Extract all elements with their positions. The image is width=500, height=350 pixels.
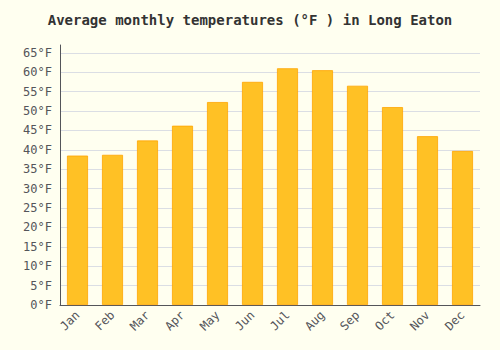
svg-text:30°F: 30°F [23, 182, 52, 196]
svg-text:60°F: 60°F [23, 65, 52, 79]
svg-text:Jun: Jun [232, 308, 257, 333]
svg-text:Dec: Dec [442, 308, 467, 333]
svg-text:45°F: 45°F [23, 123, 52, 137]
svg-text:10°F: 10°F [23, 259, 52, 273]
svg-text:May: May [197, 308, 222, 333]
svg-text:25°F: 25°F [23, 201, 52, 215]
svg-text:0°F: 0°F [30, 298, 52, 312]
svg-text:Jul: Jul [267, 308, 292, 333]
svg-text:Mar: Mar [127, 308, 152, 333]
svg-text:50°F: 50°F [23, 104, 52, 118]
svg-text:5°F: 5°F [30, 279, 52, 293]
svg-text:Oct: Oct [372, 308, 397, 333]
svg-text:55°F: 55°F [23, 85, 52, 99]
svg-text:Sep: Sep [337, 308, 362, 333]
svg-text:Average monthly temperatures (: Average monthly temperatures (°F ) in Lo… [48, 12, 453, 28]
svg-text:20°F: 20°F [23, 220, 52, 234]
svg-text:35°F: 35°F [23, 162, 52, 176]
svg-text:15°F: 15°F [23, 240, 52, 254]
svg-text:40°F: 40°F [23, 143, 52, 157]
svg-text:Nov: Nov [407, 308, 432, 333]
svg-text:Apr: Apr [162, 308, 187, 333]
svg-text:Jan: Jan [57, 308, 82, 333]
svg-text:Aug: Aug [302, 308, 327, 333]
svg-text:65°F: 65°F [23, 46, 52, 60]
svg-text:Feb: Feb [92, 308, 117, 333]
